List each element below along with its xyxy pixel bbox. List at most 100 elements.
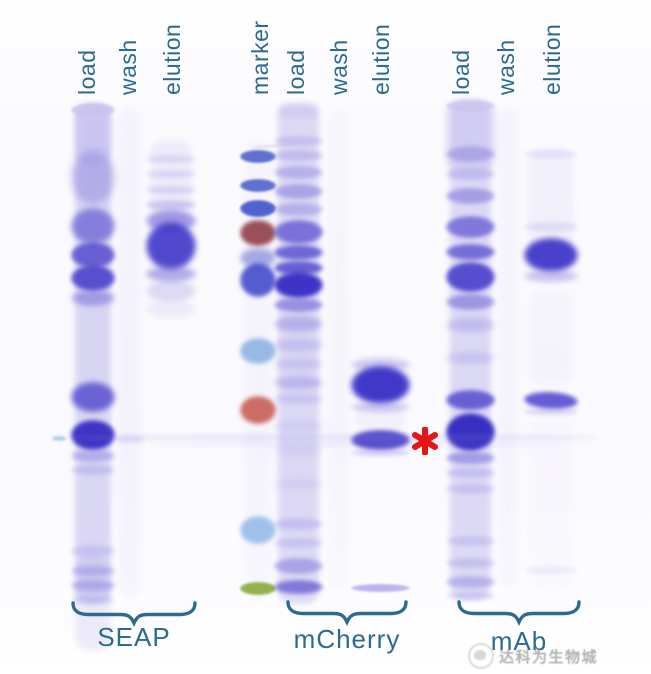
gel-smear [528,420,574,590]
gel-band [274,272,323,298]
gel-band [524,150,578,158]
gel-smear [150,140,192,222]
gel-band [446,592,495,600]
brace-mab [457,600,581,627]
gel-smear [328,110,349,590]
gel-band [274,298,323,312]
lane-mcherry-load [274,0,323,674]
gel-smear [450,100,491,600]
lane-label-load-4: load [283,49,309,95]
gel-band [274,420,323,432]
gel-band [71,290,115,306]
gel-band [446,168,495,180]
gel-band [274,580,323,594]
gel-band [351,449,410,456]
gel-band [446,318,495,332]
lane-label-load-0: load [74,49,100,95]
gel-band [446,484,495,494]
gel-smear [528,290,574,385]
gel-band [274,338,323,352]
gel-smear [528,148,574,248]
gel-band [524,566,578,574]
gel-band [351,584,410,592]
gel-band [351,366,410,404]
gel-band [446,390,495,410]
lane-label-wash-8: wash [493,39,519,95]
lane-label-wash-5: wash [326,39,352,95]
gel-band [146,266,196,282]
lane-mab-wash [497,0,519,674]
gel-band [240,220,276,246]
gel-band [71,465,115,475]
gel-smear [118,108,141,598]
gel-artifact [52,436,66,441]
gel-smear [75,556,111,651]
lane-mcherry-wash [327,0,350,674]
gel-band [71,208,115,244]
gel-band [71,596,115,604]
gel-band [240,396,276,424]
asterisk-icon [412,427,438,455]
gel-band [274,538,323,548]
gel-band [274,261,323,275]
watermark-text: 达科为生物城 [499,649,599,666]
gel-band [274,478,323,490]
gel-band [146,280,196,302]
gel-band [524,238,578,272]
gel-band [274,394,323,404]
gel-band [240,248,276,268]
gel-band [71,382,115,412]
gel-band [274,136,323,146]
gel-band [351,430,410,450]
gel-band [274,376,323,389]
gel-band [446,216,495,238]
gel-band [240,582,276,595]
gel-band [240,263,276,297]
gel-smear [75,104,111,604]
lane-label-marker-3: marker [247,20,273,95]
gel-band [71,242,115,268]
gel-band [274,150,323,161]
gel-band [446,244,495,260]
group-label-seap: SEAP [97,622,171,652]
gel-band [446,452,495,464]
gel-band [446,536,495,546]
gel-band [446,294,495,310]
gel-band [146,155,196,163]
gel-band [446,558,495,568]
lane-mcherry-elution [351,0,410,674]
gel-band [274,245,323,260]
lane-marker [240,0,276,674]
gel-band [146,186,196,194]
gel-band [351,402,410,412]
gel-band [446,576,495,588]
gel-band [274,203,323,216]
gel-artifact [150,442,570,447]
lane-seap-elution [146,0,196,674]
lane-mab-load [444,0,497,674]
gel-band [71,420,115,450]
gel-band [71,545,115,557]
lane-seap-wash [114,0,145,674]
gel-band [446,146,495,162]
gel-band [146,200,196,210]
gel-band [240,338,276,364]
gel-band [524,408,578,415]
group-label-mcherry: mCherry [293,624,401,654]
gel-smear [355,404,406,432]
gel-band [240,200,276,217]
gel-band [240,179,276,192]
gel-band [71,450,115,462]
group-label-mab: mAb [490,626,548,656]
lane-label-elution-2: elution [159,23,185,95]
lane-seap-load [71,0,115,674]
gel-band [274,316,323,332]
gel-band [524,222,578,232]
lane-label-elution-9: elution [539,23,565,95]
lane-label-wash-1: wash [115,39,141,95]
gel-band [71,265,115,291]
gel-band [274,220,323,244]
gel-band [71,580,115,591]
gel-band [446,352,495,364]
